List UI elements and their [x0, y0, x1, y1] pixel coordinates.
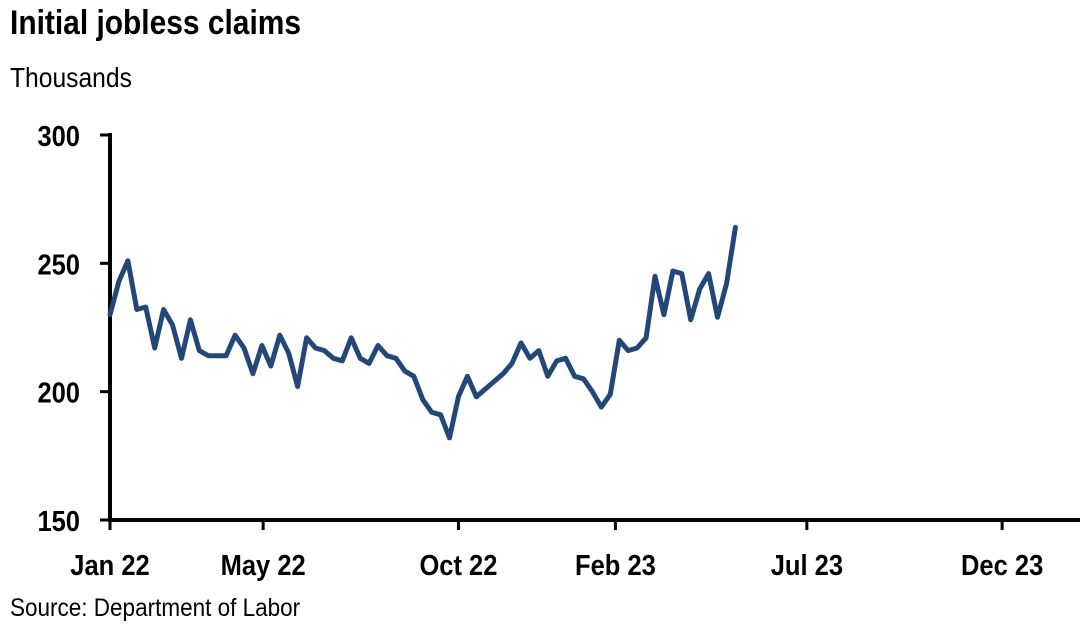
y-tick-label: 250 — [37, 248, 80, 281]
y-tick-label: 150 — [37, 504, 80, 537]
chart-axes — [108, 133, 1080, 522]
chart-subtitle: Thousands — [10, 62, 132, 93]
x-tick-label: Oct 22 — [419, 548, 497, 581]
y-tick-label: 200 — [37, 376, 80, 409]
series-line-jobless-claims — [107, 224, 738, 441]
y-tick-label: 300 — [37, 119, 80, 152]
x-tick-label: Jan 22 — [70, 548, 149, 581]
x-tick-label: Feb 23 — [575, 548, 656, 581]
x-tick-label: Jul 23 — [771, 548, 843, 581]
chart-ticks: 150 200 250 300 Jan 22 May 22 Oct 22 Feb 23 Jul … — [37, 119, 1043, 581]
chart-series — [107, 224, 738, 441]
x-tick-label: May 22 — [221, 548, 306, 581]
source-note: Source: Department of Labor — [10, 594, 301, 622]
chart-title: Initial jobless claims — [10, 4, 302, 42]
x-tick-label: Dec 23 — [961, 548, 1043, 581]
